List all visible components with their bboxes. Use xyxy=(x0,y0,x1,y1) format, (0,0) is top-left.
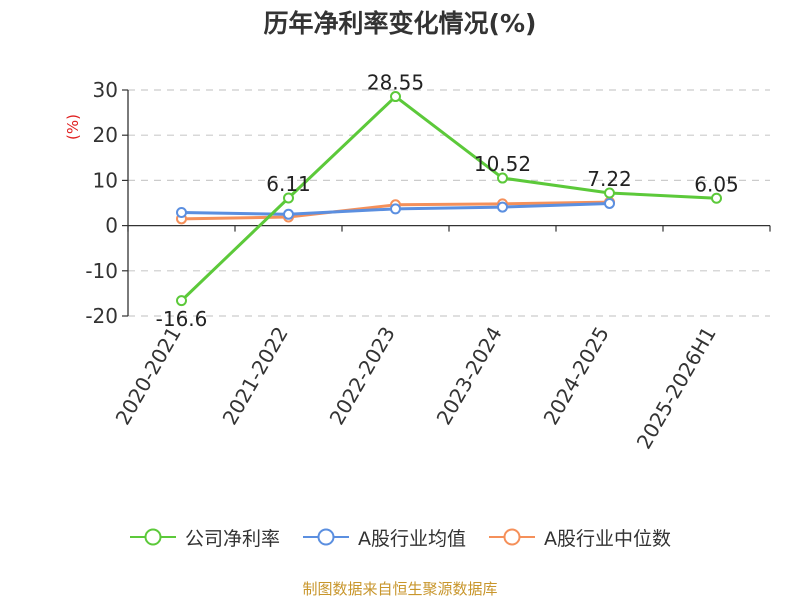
series-point xyxy=(283,208,294,220)
series-point xyxy=(604,197,615,209)
grid-lines xyxy=(128,89,770,317)
x-tick-label: 2022-2023 xyxy=(325,323,400,429)
legend-label: A股行业中位数 xyxy=(544,527,671,550)
x-axis-ticks: 2020-2021 2021-2022 2022-2023 2023-2024 2024… xyxy=(111,225,771,453)
y-tick-label: 20 xyxy=(93,123,118,147)
legend-item[interactable]: A股行业均值 xyxy=(302,524,466,551)
legend-marker-circle xyxy=(144,528,162,546)
series-point xyxy=(176,206,187,218)
legend: 公司净利率 A股行业均值 A股行业中位数 xyxy=(0,520,800,554)
legend-marker-circle xyxy=(317,528,335,546)
legend-marker-circle xyxy=(503,528,521,546)
data-labels: -16.6 6.11 28.55 10.52 7.22 6.05 xyxy=(156,71,739,331)
series-point xyxy=(176,295,187,307)
legend-label: 公司净利率 xyxy=(184,527,280,550)
data-label: 10.52 xyxy=(474,152,531,176)
series-point xyxy=(283,192,294,204)
legend-marker-icon xyxy=(129,528,176,546)
y-tick-label: 10 xyxy=(93,168,118,192)
y-tick-label: -20 xyxy=(85,304,118,328)
legend-item[interactable]: 公司净利率 xyxy=(129,524,280,551)
data-label: 28.55 xyxy=(367,71,424,95)
legend-label: A股行业均值 xyxy=(358,527,466,550)
series-point xyxy=(390,203,401,215)
series-point xyxy=(604,187,615,199)
series-line xyxy=(180,95,717,302)
series-point xyxy=(497,172,508,184)
x-tick-label: 2023-2024 xyxy=(432,323,507,429)
series-point xyxy=(497,201,508,213)
series-point xyxy=(390,91,401,103)
x-tick-label: 2021-2022 xyxy=(218,323,293,429)
y-tick-label: -10 xyxy=(85,259,118,283)
legend-item[interactable]: A股行业中位数 xyxy=(488,524,671,551)
source-note: 制图数据来自恒生聚源数据库 xyxy=(302,580,498,598)
y-axis-ticks: -20 -10 0 10 20 30 xyxy=(85,78,128,328)
y-axis-label: (%) xyxy=(64,114,82,140)
data-label: 7.22 xyxy=(587,167,632,191)
y-tick-label: 0 xyxy=(105,214,118,238)
x-tick-label: 2024-2025 xyxy=(539,323,614,429)
legend-marker-icon xyxy=(489,528,535,546)
x-tick-label: 2025-2026H1 xyxy=(632,323,721,453)
data-label: -16.6 xyxy=(156,307,208,331)
x-tick-label: 2020-2021 xyxy=(111,323,186,429)
data-label: 6.11 xyxy=(266,172,311,196)
y-tick-label: 30 xyxy=(93,78,118,102)
chart-title: 历年净利率变化情况(%) xyxy=(263,9,537,38)
legend-marker-icon xyxy=(303,528,349,546)
data-label: 6.05 xyxy=(694,172,739,196)
series-point xyxy=(711,192,722,204)
series-group xyxy=(176,91,722,307)
